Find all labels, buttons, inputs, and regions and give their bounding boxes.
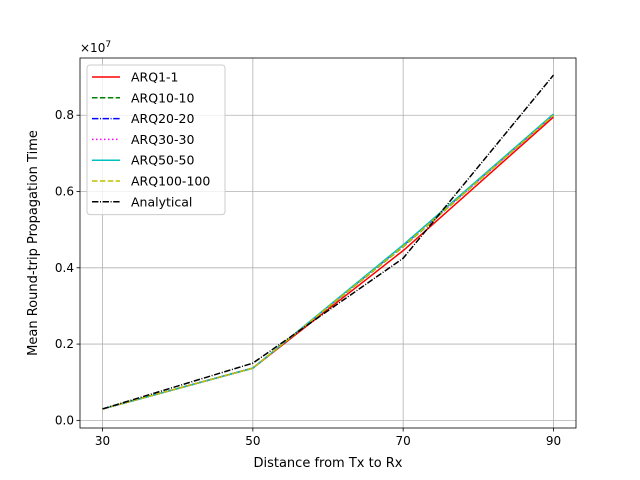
x-tick-label: 90 <box>546 434 561 448</box>
legend-box <box>86 64 226 216</box>
legend-label: ARQ100-100 <box>131 174 210 189</box>
x-tick-label: 50 <box>245 434 260 448</box>
legend-label: ARQ10-10 <box>131 90 194 105</box>
plot-frame <box>79 57 577 429</box>
y-tick-label: 0.4 <box>55 261 74 275</box>
y-axis-ticks: 0.0 0.2 0.4 0.6 0.8 <box>55 108 80 427</box>
series-line <box>102 74 555 410</box>
x-tick-label: 70 <box>396 434 411 448</box>
y-axis-offset-exponent: 7 <box>105 40 111 50</box>
legend-label: ARQ1-1 <box>131 70 179 85</box>
legend: ARQ1-1 ARQ10-10 ARQ20-20 ARQ30-30 ARQ50-50 AR… <box>86 64 226 216</box>
y-tick-label: 0.8 <box>55 108 74 122</box>
y-tick-label: 0.2 <box>55 337 74 351</box>
y-axis-offset-label: ×107 <box>80 40 111 55</box>
legend-label: ARQ30-30 <box>131 132 194 147</box>
legend-label: ARQ20-20 <box>131 111 194 126</box>
legend-label: ARQ50-50 <box>131 153 194 168</box>
y-axis-label: Mean Round-trip Propagation Time <box>26 130 41 356</box>
x-tick-label: 30 <box>95 434 110 448</box>
x-axis-ticks: 30 50 70 90 <box>95 428 561 448</box>
legend-label: Analytical <box>131 194 192 209</box>
x-axis-label: Distance from Tx to Rx <box>253 456 402 471</box>
y-tick-label: 0.6 <box>55 185 74 199</box>
series-lines <box>102 74 555 410</box>
y-tick-label: 0.0 <box>55 413 74 427</box>
